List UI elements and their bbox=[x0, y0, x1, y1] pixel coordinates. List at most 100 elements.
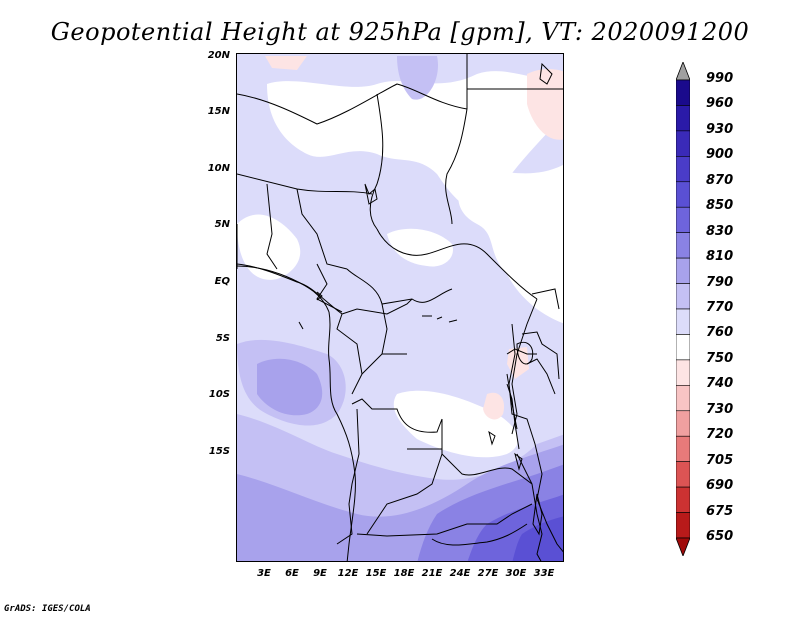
colorbar-level-label: 690 bbox=[706, 478, 734, 494]
field-white-east bbox=[458, 164, 563, 324]
border-line bbox=[511, 298, 538, 435]
border-line bbox=[316, 263, 343, 313]
colorbar-box bbox=[676, 156, 690, 183]
colorbar-top-arrow bbox=[676, 62, 690, 81]
lat-tick-label: EQ bbox=[214, 276, 230, 287]
lake bbox=[506, 383, 520, 450]
lake bbox=[514, 452, 523, 471]
border-line bbox=[441, 419, 533, 485]
coastline bbox=[526, 358, 556, 395]
colorbar-box bbox=[676, 206, 690, 233]
height-field-map bbox=[237, 54, 563, 561]
lake bbox=[316, 291, 323, 301]
colorbar-box bbox=[676, 410, 690, 437]
lat-tick-label: 5S bbox=[215, 333, 230, 344]
lon-tick-label: 30E bbox=[505, 568, 527, 579]
colorbar-level-label: 960 bbox=[706, 96, 734, 112]
colorbar-box bbox=[676, 232, 690, 259]
border-line bbox=[336, 313, 363, 395]
border-line bbox=[431, 523, 528, 546]
colorbar-level-label: 750 bbox=[706, 350, 734, 366]
colorbar-level-label: 930 bbox=[706, 121, 734, 137]
border-line bbox=[266, 183, 278, 270]
lake bbox=[539, 62, 553, 85]
border-line bbox=[356, 503, 533, 537]
lat-tick-label: 20N bbox=[207, 50, 230, 61]
border-line bbox=[351, 398, 443, 433]
lon-tick-label: 24E bbox=[449, 568, 471, 579]
border-line bbox=[346, 268, 453, 305]
border-line bbox=[531, 288, 560, 310]
country-borders bbox=[237, 54, 563, 561]
grads-credit: GrADS: IGES/COLA bbox=[4, 604, 91, 614]
lat-tick-label: 10N bbox=[207, 163, 230, 174]
colorbar-level-label: 870 bbox=[706, 172, 734, 188]
colorbar-level-label: 705 bbox=[706, 452, 734, 468]
colorbar-box bbox=[676, 385, 690, 412]
lon-tick-label: 12E bbox=[337, 568, 359, 579]
colorbar-level-label: 830 bbox=[706, 223, 734, 239]
border-line bbox=[369, 93, 384, 230]
field-pink-topleft bbox=[265, 56, 307, 70]
colorbar-box bbox=[676, 283, 690, 310]
colorbar-level-label: 850 bbox=[706, 198, 734, 214]
lake bbox=[532, 493, 543, 536]
field-830-west bbox=[257, 358, 323, 416]
colorbar-box bbox=[676, 79, 690, 106]
field-810-top bbox=[397, 56, 438, 100]
coastline bbox=[506, 373, 518, 430]
colorbar-level-label: 790 bbox=[706, 274, 734, 290]
lon-tick-label: 27E bbox=[477, 568, 499, 579]
lat-tick-label: 15S bbox=[208, 446, 230, 457]
colorbar-level-label: 720 bbox=[706, 427, 734, 443]
colorbar-box bbox=[676, 435, 690, 462]
border-line bbox=[521, 331, 560, 380]
colorbar-box bbox=[676, 308, 690, 335]
colorbar-box bbox=[676, 486, 690, 513]
field-white-southcentral bbox=[393, 390, 518, 458]
border-line bbox=[445, 108, 468, 225]
lake bbox=[422, 315, 458, 323]
coastline bbox=[237, 265, 356, 561]
lon-tick-label: 6E bbox=[285, 568, 299, 579]
border-line bbox=[506, 348, 537, 355]
border-line bbox=[376, 228, 538, 300]
map-panel[interactable] bbox=[236, 53, 564, 562]
lon-tick-label: 18E bbox=[393, 568, 415, 579]
border-line bbox=[361, 303, 388, 375]
colorbar-box bbox=[676, 181, 690, 208]
lon-tick-label: 9E bbox=[313, 568, 327, 579]
border-line bbox=[336, 408, 360, 545]
colorbar-box bbox=[676, 359, 690, 386]
colorbar-box bbox=[676, 461, 690, 488]
colorbar-box bbox=[676, 257, 690, 284]
colorbar-level-label: 900 bbox=[706, 147, 734, 163]
lake bbox=[516, 341, 534, 365]
colorbar-level-label: 730 bbox=[706, 401, 734, 417]
colorbar bbox=[676, 62, 690, 556]
lon-tick-label: 3E bbox=[257, 568, 271, 579]
map-title: Geopotential Height at 925hPa [gpm], VT:… bbox=[50, 18, 750, 46]
coastline bbox=[508, 323, 563, 553]
lake bbox=[298, 321, 304, 330]
lake bbox=[364, 183, 378, 205]
border-line bbox=[296, 188, 348, 270]
colorbar-box bbox=[676, 512, 690, 539]
field-white-central bbox=[387, 228, 453, 267]
lakes bbox=[298, 62, 553, 536]
border-line bbox=[341, 298, 413, 315]
lat-tick-label: 5N bbox=[214, 219, 230, 230]
lake bbox=[488, 430, 496, 446]
colorbar-level-label: 990 bbox=[706, 71, 734, 86]
colorbar-level-label: 810 bbox=[706, 249, 734, 265]
lon-tick-label: 15E bbox=[365, 568, 387, 579]
border-line bbox=[366, 453, 443, 535]
colorbar-box bbox=[676, 130, 690, 157]
lat-tick-label: 10S bbox=[208, 389, 230, 400]
colorbar-box bbox=[676, 334, 690, 361]
field-pink-lake bbox=[507, 347, 529, 379]
lat-tick-label: 15N bbox=[207, 106, 230, 117]
field-900-southeast bbox=[512, 516, 563, 561]
colorbar-level-label: 675 bbox=[706, 503, 734, 519]
colorbar-level-label: 770 bbox=[706, 300, 734, 315]
